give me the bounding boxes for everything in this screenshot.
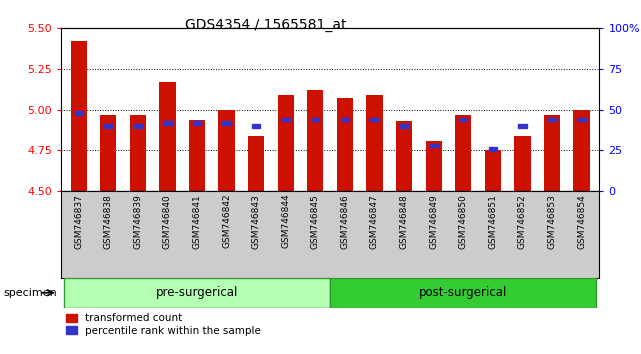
Bar bbox=[307, 90, 324, 191]
Text: GSM746842: GSM746842 bbox=[222, 194, 231, 249]
Text: GSM746845: GSM746845 bbox=[311, 194, 320, 249]
Text: GSM746839: GSM746839 bbox=[133, 194, 142, 249]
Bar bbox=[104, 124, 112, 128]
Bar bbox=[514, 136, 531, 191]
Bar bbox=[548, 118, 556, 121]
Bar bbox=[219, 110, 235, 191]
Bar bbox=[71, 41, 87, 191]
Bar bbox=[341, 118, 349, 121]
Text: GSM746844: GSM746844 bbox=[281, 194, 290, 249]
Bar bbox=[222, 121, 231, 125]
Bar bbox=[163, 121, 172, 125]
Bar bbox=[400, 124, 408, 128]
Bar bbox=[488, 147, 497, 150]
Text: GSM746846: GSM746846 bbox=[340, 194, 349, 249]
Bar bbox=[578, 118, 586, 121]
Text: post-surgerical: post-surgerical bbox=[419, 286, 508, 299]
Bar bbox=[189, 120, 205, 191]
Text: pre-surgerical: pre-surgerical bbox=[156, 286, 238, 299]
Bar bbox=[100, 115, 117, 191]
Bar bbox=[248, 136, 264, 191]
Text: GSM746843: GSM746843 bbox=[252, 194, 261, 249]
Bar bbox=[574, 110, 590, 191]
Bar bbox=[519, 124, 526, 128]
Text: GSM746851: GSM746851 bbox=[488, 194, 497, 249]
Bar bbox=[252, 124, 260, 128]
Bar bbox=[396, 121, 412, 191]
Text: GSM746837: GSM746837 bbox=[74, 194, 83, 249]
Bar bbox=[281, 118, 290, 121]
Text: GSM746840: GSM746840 bbox=[163, 194, 172, 249]
Bar bbox=[370, 118, 379, 121]
Bar bbox=[193, 121, 201, 125]
Bar bbox=[134, 124, 142, 128]
Bar bbox=[311, 118, 319, 121]
Text: GSM746850: GSM746850 bbox=[459, 194, 468, 249]
Bar bbox=[429, 144, 438, 147]
Bar bbox=[159, 82, 176, 191]
Text: GSM746849: GSM746849 bbox=[429, 194, 438, 249]
Bar bbox=[544, 115, 560, 191]
Bar bbox=[459, 118, 467, 121]
Text: specimen: specimen bbox=[3, 288, 57, 298]
Text: GSM746841: GSM746841 bbox=[192, 194, 201, 249]
Bar bbox=[485, 150, 501, 191]
Text: GSM746852: GSM746852 bbox=[518, 194, 527, 249]
Text: GSM746848: GSM746848 bbox=[399, 194, 408, 249]
Bar bbox=[330, 278, 596, 308]
Text: GSM746847: GSM746847 bbox=[370, 194, 379, 249]
Bar bbox=[278, 95, 294, 191]
Bar bbox=[367, 95, 383, 191]
Legend: transformed count, percentile rank within the sample: transformed count, percentile rank withi… bbox=[66, 313, 261, 336]
Bar bbox=[74, 111, 83, 115]
Bar bbox=[64, 278, 330, 308]
Bar bbox=[455, 115, 471, 191]
Bar bbox=[337, 98, 353, 191]
Bar bbox=[129, 115, 146, 191]
Bar bbox=[426, 141, 442, 191]
Text: GSM746853: GSM746853 bbox=[547, 194, 556, 249]
Text: GSM746854: GSM746854 bbox=[577, 194, 586, 249]
Text: GDS4354 / 1565581_at: GDS4354 / 1565581_at bbox=[185, 18, 346, 32]
Text: GSM746838: GSM746838 bbox=[104, 194, 113, 249]
